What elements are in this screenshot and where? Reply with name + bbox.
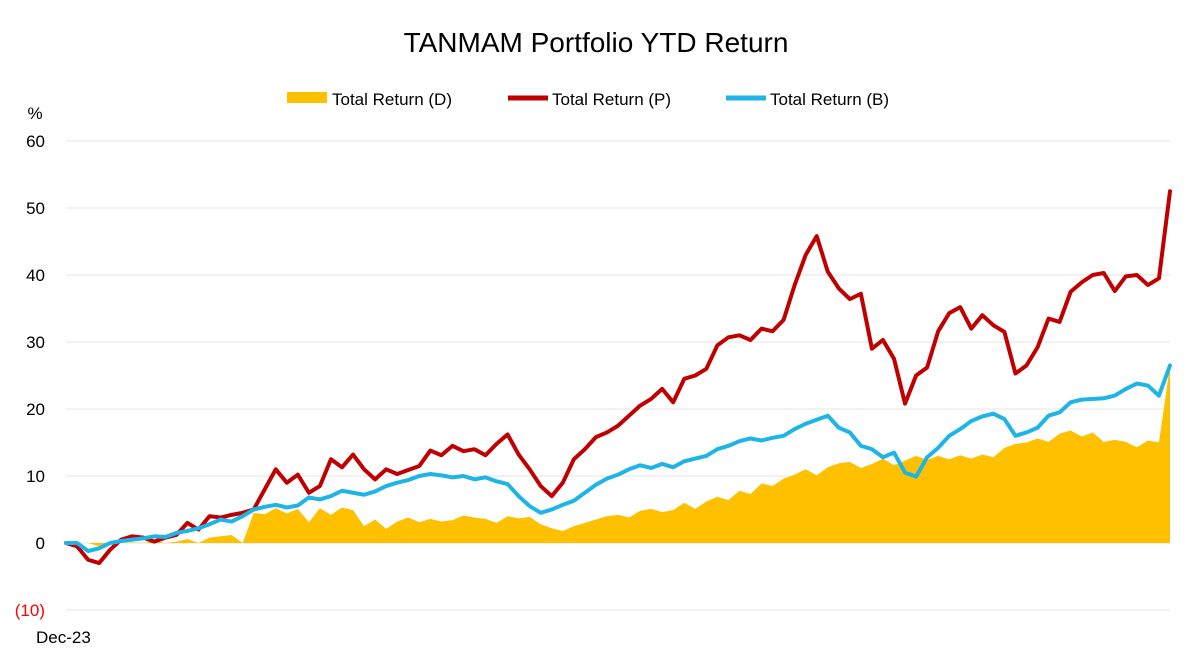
legend-label-b: Total Return (B)	[770, 90, 889, 109]
y-tick-label: 40	[26, 266, 45, 285]
chart-title: TANMAM Portfolio YTD Return	[404, 27, 789, 58]
legend-label-d: Total Return (D)	[332, 90, 452, 109]
y-tick-label: 60	[26, 132, 45, 151]
legend: Total Return (D) Total Return (P) Total …	[287, 90, 889, 109]
y-tick-label: 20	[26, 400, 45, 419]
y-tick-label: 0	[36, 534, 45, 553]
series-line-total-return-b	[64, 363, 1172, 554]
y-tick-label: 50	[26, 199, 45, 218]
y-tick-label: 30	[26, 333, 45, 352]
legend-label-p: Total Return (P)	[552, 90, 671, 109]
x-axis-start-label: Dec-23	[36, 628, 91, 647]
y-axis-ticks: 60 50 40 30 20 10 0 (10)	[15, 132, 45, 620]
series-area-total-return-d	[66, 365, 1170, 547]
legend-swatch-d	[287, 92, 327, 103]
y-tick-label: 10	[26, 467, 45, 486]
y-tick-label: (10)	[15, 601, 45, 620]
y-axis-unit: %	[27, 104, 42, 123]
